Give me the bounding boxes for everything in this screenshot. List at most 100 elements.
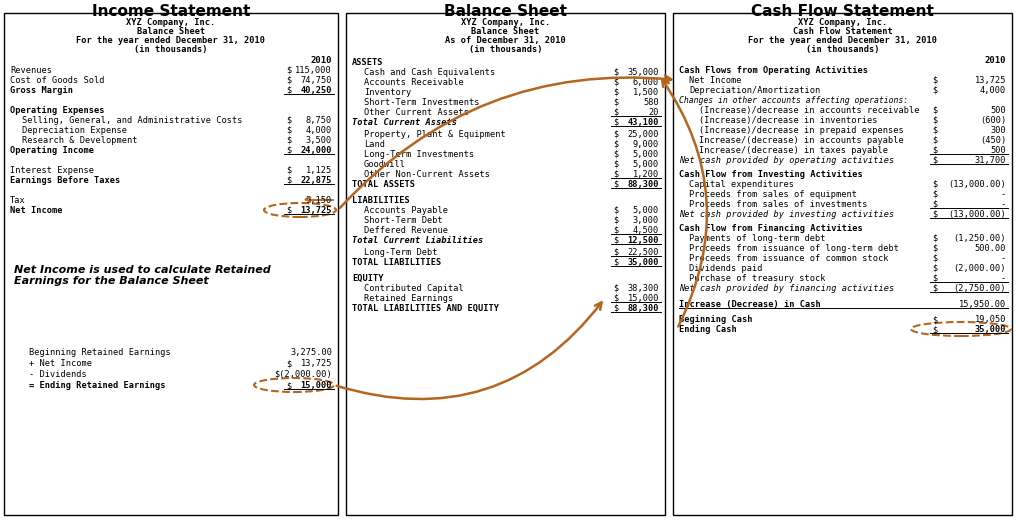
Text: TOTAL LIABILITIES: TOTAL LIABILITIES <box>352 258 441 267</box>
Text: $: $ <box>613 98 619 107</box>
Text: (13,000.00): (13,000.00) <box>948 210 1006 219</box>
Text: $: $ <box>285 136 292 145</box>
Text: $: $ <box>613 226 619 235</box>
Text: Capital expenditures: Capital expenditures <box>689 180 793 189</box>
Text: 4,500: 4,500 <box>633 226 659 235</box>
Text: Short-Term Investments: Short-Term Investments <box>364 98 480 107</box>
Text: 88,300: 88,300 <box>628 180 659 189</box>
Text: 8,750: 8,750 <box>306 116 332 125</box>
Text: Cash Flow Statement: Cash Flow Statement <box>751 4 934 19</box>
Text: Land: Land <box>364 140 385 149</box>
Text: -: - <box>1001 200 1006 209</box>
Text: $: $ <box>613 180 619 189</box>
Text: 15,950.00: 15,950.00 <box>959 300 1006 309</box>
Text: -: - <box>1001 274 1006 283</box>
Text: 2010: 2010 <box>985 56 1006 65</box>
Text: 3,500: 3,500 <box>306 136 332 145</box>
Text: Deffered Revenue: Deffered Revenue <box>364 226 448 235</box>
Bar <box>4 13 338 515</box>
Text: $: $ <box>613 150 619 159</box>
Text: LIABILITIES: LIABILITIES <box>352 196 409 205</box>
Text: Balance Sheet: Balance Sheet <box>137 27 205 36</box>
Text: 3,275.00: 3,275.00 <box>290 348 332 357</box>
Text: $: $ <box>613 108 619 117</box>
Text: Gross Margin: Gross Margin <box>10 86 73 95</box>
Text: 13,725: 13,725 <box>301 359 332 368</box>
Text: 43,100: 43,100 <box>628 118 659 127</box>
Text: - Dividends: - Dividends <box>29 370 86 379</box>
Text: $: $ <box>932 284 937 293</box>
Text: Beginning Cash: Beginning Cash <box>679 315 753 324</box>
Text: = Ending Retained Earnings: = Ending Retained Earnings <box>29 381 166 390</box>
Text: Total Current Liabilities: Total Current Liabilities <box>352 236 484 245</box>
Text: Net cash provided by financing activities: Net cash provided by financing activitie… <box>679 284 894 293</box>
Text: 500.00: 500.00 <box>974 244 1006 253</box>
Text: Revenues: Revenues <box>10 66 52 75</box>
Text: 31,700: 31,700 <box>974 156 1006 165</box>
Text: 15,000: 15,000 <box>301 381 332 390</box>
Text: $: $ <box>613 304 619 313</box>
Text: $: $ <box>932 126 937 135</box>
Text: 2010: 2010 <box>311 56 332 65</box>
Text: $: $ <box>613 236 619 245</box>
Text: 500: 500 <box>991 146 1006 155</box>
Text: 5,000: 5,000 <box>633 150 659 159</box>
Text: Goodwill: Goodwill <box>364 160 406 169</box>
Text: 3,000: 3,000 <box>633 216 659 225</box>
Text: 4,000: 4,000 <box>306 126 332 135</box>
Text: 35,000: 35,000 <box>628 68 659 77</box>
Text: (in thousands): (in thousands) <box>134 45 207 54</box>
Text: 35,000: 35,000 <box>974 325 1006 334</box>
Text: $: $ <box>932 200 937 209</box>
Text: (600): (600) <box>979 116 1006 125</box>
Text: For the year ended December 31, 2010: For the year ended December 31, 2010 <box>76 36 265 45</box>
Text: Payments of long-term debt: Payments of long-term debt <box>689 234 825 243</box>
Text: $: $ <box>613 284 619 293</box>
Text: Net cash provided by investing activities: Net cash provided by investing activitie… <box>679 210 894 219</box>
Text: 22,875: 22,875 <box>301 176 332 185</box>
Text: $: $ <box>285 76 292 85</box>
Text: 88,300: 88,300 <box>628 304 659 313</box>
Text: 1,125: 1,125 <box>306 166 332 175</box>
Text: 9,000: 9,000 <box>633 140 659 149</box>
Text: ASSETS: ASSETS <box>352 58 383 67</box>
Text: $: $ <box>932 325 937 334</box>
Bar <box>346 13 665 515</box>
Text: Balance Sheet: Balance Sheet <box>444 4 567 19</box>
Text: Cash Flow from Investing Activities: Cash Flow from Investing Activities <box>679 170 863 179</box>
Text: Cash Flow from Financing Activities: Cash Flow from Financing Activities <box>679 224 863 233</box>
Text: Earnings for the Balance Sheet: Earnings for the Balance Sheet <box>14 276 208 286</box>
Text: Property, Plant & Equipment: Property, Plant & Equipment <box>364 130 506 139</box>
Text: Long-Term Investments: Long-Term Investments <box>364 150 474 159</box>
Text: 25,000: 25,000 <box>628 130 659 139</box>
Text: Net Income: Net Income <box>689 76 742 85</box>
Text: $: $ <box>932 156 937 165</box>
Text: (2,000.00): (2,000.00) <box>953 264 1006 273</box>
Text: Increase/(decrease) in accounts payable: Increase/(decrease) in accounts payable <box>699 136 904 145</box>
Text: Research & Development: Research & Development <box>22 136 137 145</box>
Text: 13,725: 13,725 <box>301 206 332 215</box>
Text: $: $ <box>613 294 619 303</box>
Text: XYZ Company, Inc.: XYZ Company, Inc. <box>798 18 887 27</box>
Text: Depreciation/Amortization: Depreciation/Amortization <box>689 86 820 95</box>
Text: $: $ <box>285 206 292 215</box>
Text: Net Income is used to calculate Retained: Net Income is used to calculate Retained <box>14 265 270 275</box>
Text: $: $ <box>613 118 619 127</box>
Text: $(2,000.00): $(2,000.00) <box>274 370 332 379</box>
Text: Purchase of treasury stock: Purchase of treasury stock <box>689 274 825 283</box>
Text: Operating Expenses: Operating Expenses <box>10 106 105 115</box>
Text: Proceeds from sales of investments: Proceeds from sales of investments <box>689 200 868 209</box>
Text: XYZ Company, Inc.: XYZ Company, Inc. <box>461 18 550 27</box>
Text: Cost of Goods Sold: Cost of Goods Sold <box>10 76 105 85</box>
Text: Income Statement: Income Statement <box>91 4 250 19</box>
Text: $: $ <box>932 180 937 189</box>
Text: $: $ <box>613 140 619 149</box>
Text: 13,725: 13,725 <box>974 76 1006 85</box>
Text: 40,250: 40,250 <box>301 86 332 95</box>
Text: 1,500: 1,500 <box>633 88 659 97</box>
Text: 74,750: 74,750 <box>301 76 332 85</box>
Text: 115,000: 115,000 <box>296 66 332 75</box>
Text: Retained Earnings: Retained Earnings <box>364 294 453 303</box>
Text: $: $ <box>613 216 619 225</box>
Text: $: $ <box>285 116 292 125</box>
